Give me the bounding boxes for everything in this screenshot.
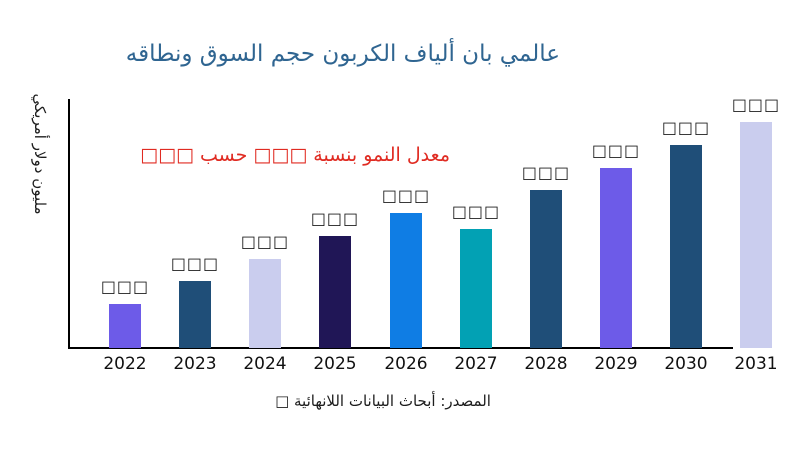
bar-2027	[460, 229, 492, 348]
bar-value-label-2026: □□□	[381, 186, 431, 205]
bar-value-label-2031: □□□	[731, 95, 781, 114]
bar-value-label-2025: □□□	[310, 209, 360, 228]
chart-title: عالمي بان ألياف الكربون حجم السوق ونطاقه	[125, 41, 560, 67]
bar-value-label-2030: □□□	[661, 118, 711, 137]
x-tick-2023: 2023	[173, 354, 217, 374]
bar-value-label-2028: □□□	[521, 163, 571, 182]
bar-value-label-2022: □□□	[100, 277, 150, 296]
bar-value-label-2023: □□□	[170, 254, 220, 273]
x-axis-line	[68, 347, 733, 349]
source-caption: المصدر: أبحاث البيانات اللانهائية □	[275, 392, 491, 410]
bar-2025	[319, 236, 351, 348]
x-tick-2028: 2028	[524, 354, 568, 374]
bar-2026	[390, 213, 422, 348]
x-tick-2026: 2026	[384, 354, 428, 374]
x-tick-2022: 2022	[103, 354, 147, 374]
x-tick-2030: 2030	[664, 354, 708, 374]
x-tick-2027: 2027	[454, 354, 498, 374]
bar-2024	[249, 259, 281, 348]
bar-2028	[530, 190, 562, 348]
bar-2030	[670, 145, 702, 348]
bar-2029	[600, 168, 632, 348]
x-tick-2024: 2024	[243, 354, 287, 374]
bar-value-label-2027: □□□	[451, 202, 501, 221]
growth-rate-annotation: معدل النمو بنسبة □□□ حسب □□□	[140, 144, 450, 166]
bar-2031	[740, 122, 772, 348]
bar-2022	[109, 304, 141, 348]
y-axis-label: مليون دولار أمريكي	[31, 93, 49, 215]
y-axis-line	[68, 99, 70, 349]
x-tick-2025: 2025	[313, 354, 357, 374]
bar-2023	[179, 281, 211, 348]
bar-value-label-2024: □□□	[240, 232, 290, 251]
x-tick-2031: 2031	[734, 354, 778, 374]
x-tick-2029: 2029	[594, 354, 638, 374]
bar-value-label-2029: □□□	[591, 141, 641, 160]
